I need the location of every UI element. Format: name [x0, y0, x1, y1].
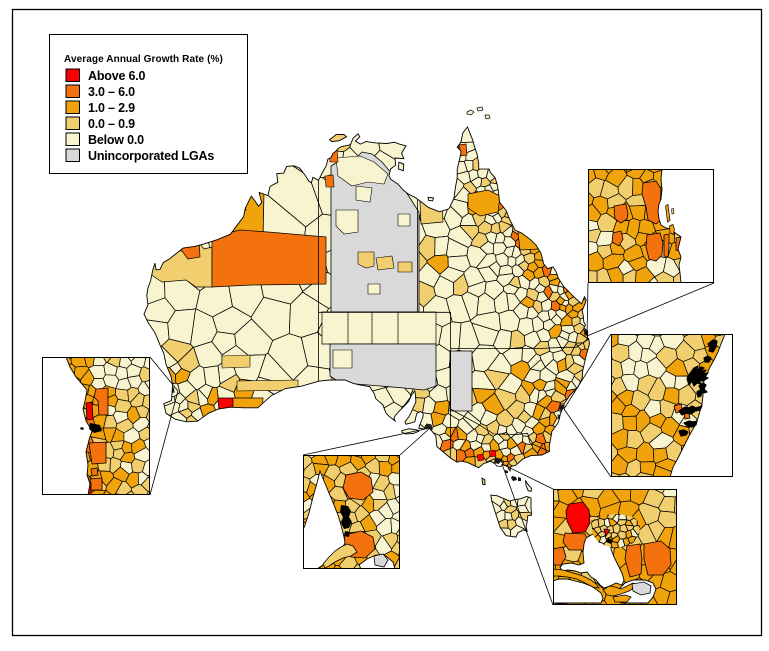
svg-text:Unincorporated LGAs: Unincorporated LGAs [88, 149, 214, 163]
svg-text:0.0 – 0.9: 0.0 – 0.9 [88, 117, 135, 131]
svg-text:3.0 – 6.0: 3.0 – 6.0 [88, 85, 135, 99]
svg-text:Below 0.0: Below 0.0 [88, 133, 144, 147]
svg-text:Above 6.0: Above 6.0 [88, 69, 145, 83]
svg-text:Average Annual Growth Rate (%): Average Annual Growth Rate (%) [64, 54, 223, 65]
svg-text:1.0 – 2.9: 1.0 – 2.9 [88, 101, 135, 115]
